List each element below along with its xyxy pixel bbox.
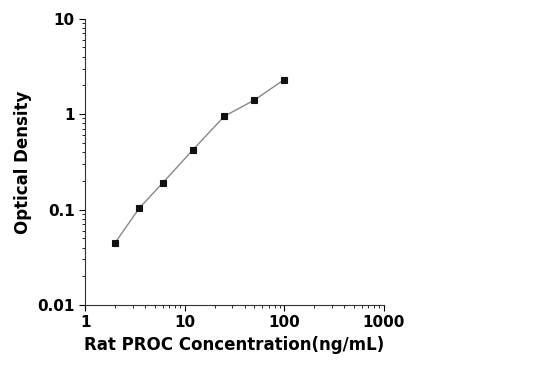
X-axis label: Rat PROC Concentration(ng/mL): Rat PROC Concentration(ng/mL) [84,336,385,354]
Y-axis label: Optical Density: Optical Density [14,90,32,234]
